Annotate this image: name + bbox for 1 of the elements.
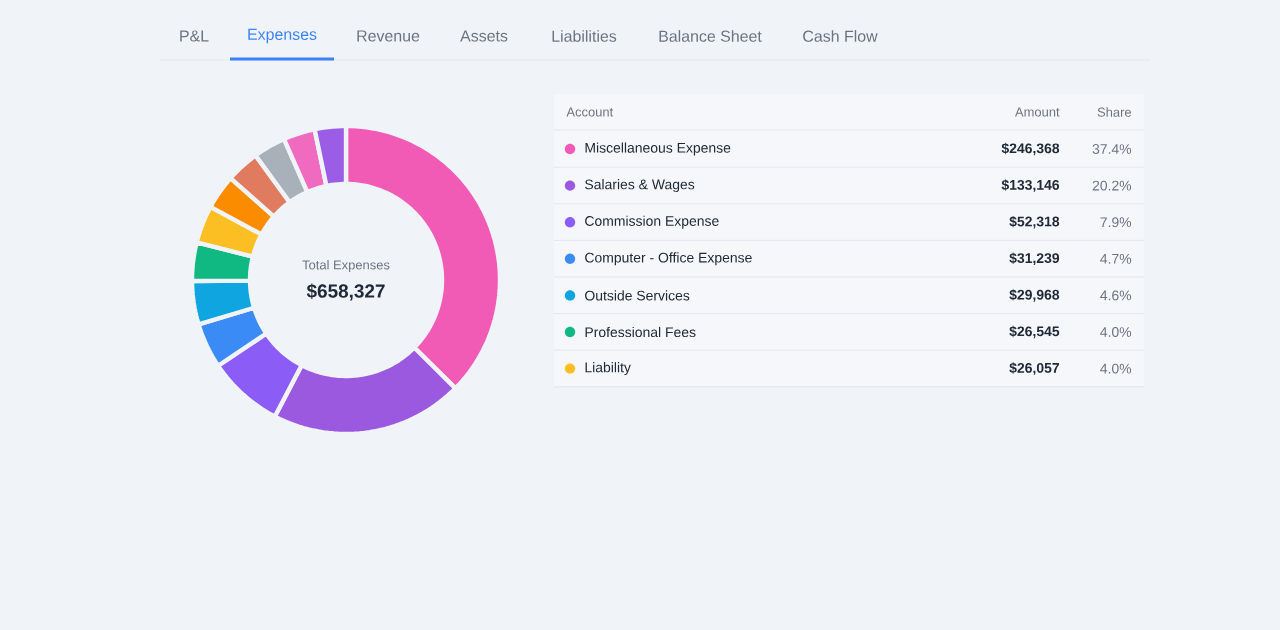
text: $658,327 [306, 283, 385, 301]
